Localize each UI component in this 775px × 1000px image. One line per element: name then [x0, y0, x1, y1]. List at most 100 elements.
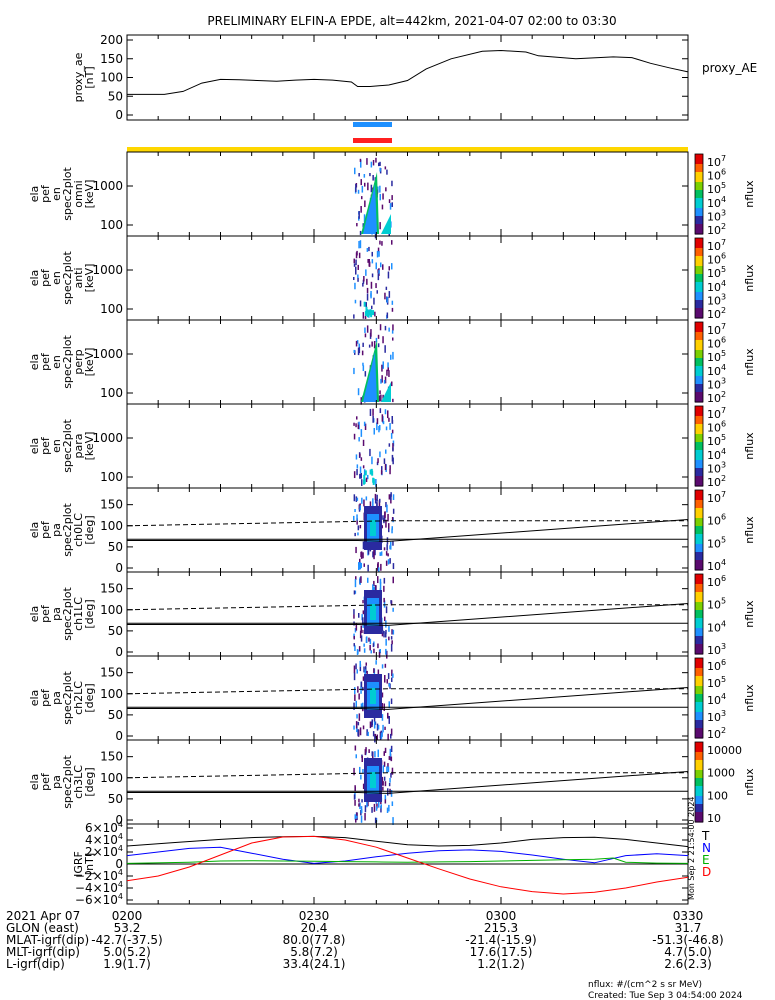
- colorbar-segment: [695, 408, 703, 411]
- spectrogram-pixel: [354, 785, 356, 792]
- colorbar-segment: [695, 718, 703, 721]
- spectrogram-pixel: [385, 551, 388, 556]
- spectrogram-pixel: [367, 182, 369, 191]
- spectrogram-pixel: [361, 629, 363, 633]
- colorbar-segment: [695, 400, 703, 403]
- spectrogram-pixel: [370, 309, 373, 315]
- spectrogram-pixel: [372, 310, 375, 316]
- colorbar-segment: [695, 596, 703, 599]
- spectrogram-pixel: [363, 301, 366, 307]
- colorbar-segment: [695, 820, 703, 823]
- spectrogram-pixel: [358, 713, 361, 721]
- spectrogram-pixel: [392, 324, 394, 331]
- colorbar-segment: [695, 764, 703, 767]
- spectrogram-pixel: [391, 307, 394, 312]
- colorbar-segment: [695, 222, 703, 225]
- spectrogram-pixel: [360, 429, 363, 437]
- spectrogram-pixel: [353, 471, 356, 479]
- spectrogram-pixel: [360, 686, 362, 694]
- colorbar-segment: [695, 238, 703, 241]
- spectrogram-pixel: [389, 468, 391, 475]
- spectrogram-pixel: [369, 721, 372, 729]
- y-tick-exponent: 4: [118, 880, 123, 889]
- spectrogram-pixel: [383, 458, 386, 464]
- spectrogram-pixel: [359, 158, 362, 162]
- spectrogram-pixel: [367, 474, 369, 480]
- spectrogram-pixel: [359, 766, 361, 774]
- spectrogram-pixel: [367, 547, 370, 555]
- y-axis-label: en: [50, 355, 63, 369]
- y-tick-label: 150: [100, 750, 123, 764]
- spectrogram-pixel: [377, 272, 380, 281]
- spectrogram-pixel: [385, 606, 388, 614]
- spectrogram-pixel: [360, 562, 362, 569]
- y-axis-label: [keV]: [83, 264, 96, 293]
- spectrogram-pixel: [376, 723, 379, 731]
- colorbar-tick-label: 102: [707, 222, 726, 237]
- spectrogram-core: [370, 772, 376, 788]
- colorbar-segment: [695, 196, 703, 199]
- spectrogram-pixel: [376, 494, 378, 502]
- y-axis-label: en: [50, 271, 63, 285]
- colorbar-segment: [695, 594, 703, 597]
- colorbar-segment: [695, 504, 703, 507]
- x-axis-row-label: MLT-igrf(dip): [6, 945, 80, 959]
- spectrogram-pixel: [378, 500, 381, 507]
- colorbar-segment: [695, 648, 703, 651]
- colorbar-segment: [695, 468, 703, 471]
- colorbar-segment: [695, 756, 703, 759]
- spectrogram-pixel: [384, 325, 387, 331]
- colorbar-segment: [695, 336, 703, 339]
- colorbar-tick-label: 102: [707, 726, 726, 741]
- spectrogram-pixel: [388, 756, 391, 760]
- spectrogram-pixel: [353, 314, 355, 319]
- colorbar-segment: [695, 192, 703, 195]
- spectrogram-pixel: [357, 649, 359, 654]
- spectrogram-pixel: [364, 315, 367, 320]
- spectrogram-pixel: [358, 562, 360, 571]
- spectrogram-pixel: [391, 526, 393, 530]
- colorbar-segment: [695, 526, 703, 529]
- colorbar-segment: [695, 494, 703, 497]
- colorbar-segment: [695, 566, 703, 569]
- colorbar-segment: [695, 378, 703, 381]
- spectrogram-pixel: [382, 515, 384, 520]
- colorbar-segment: [695, 628, 703, 631]
- loss-cone-dashed-line: [126, 772, 688, 779]
- colorbar-segment: [695, 204, 703, 207]
- colorbar-segment: [695, 420, 703, 423]
- colorbar-segment: [695, 576, 703, 579]
- spectrogram-pixel: [388, 370, 390, 377]
- colorbar-segment: [695, 376, 703, 379]
- colorbar-segment: [695, 200, 703, 203]
- spectrogram-pixel: [359, 466, 362, 473]
- spectrogram-pixel: [372, 584, 374, 592]
- spectrogram-pixel: [360, 815, 363, 823]
- y-tick-label: 100: [100, 687, 123, 701]
- spectrogram-pixel: [364, 749, 367, 755]
- x-axis-row-value: 1.2(1.2): [477, 957, 525, 971]
- colorbar-tick-label: 103: [707, 642, 726, 657]
- spectrogram-pixel: [387, 733, 389, 741]
- spectrogram-pixel: [374, 311, 376, 317]
- spectrogram-pixel: [377, 334, 380, 339]
- colorbar-segment: [695, 612, 703, 615]
- colorbar-segment: [695, 334, 703, 337]
- colorbar-segment: [695, 388, 703, 391]
- spectrogram-pixel: [373, 803, 376, 812]
- spectrogram-pixel: [358, 346, 361, 354]
- colorbar-tick-exponent: 7: [721, 490, 726, 499]
- colorbar-segment: [695, 282, 703, 285]
- panel-frame: [126, 151, 689, 237]
- colorbar-tick-label: 100: [707, 789, 728, 802]
- colorbar-segment: [695, 650, 703, 653]
- colorbar-tick-exponent: 2: [721, 726, 726, 735]
- y-axis-label: IGRF: [72, 851, 85, 877]
- colorbar-segment: [695, 466, 703, 469]
- spectrogram-pixel: [367, 564, 369, 572]
- spectrogram-pixel: [362, 617, 364, 625]
- spectrogram-pixel: [381, 624, 384, 632]
- spectrogram-pixel: [359, 562, 361, 570]
- spectrogram-wedge: [381, 214, 391, 234]
- colorbar-segment: [695, 316, 703, 319]
